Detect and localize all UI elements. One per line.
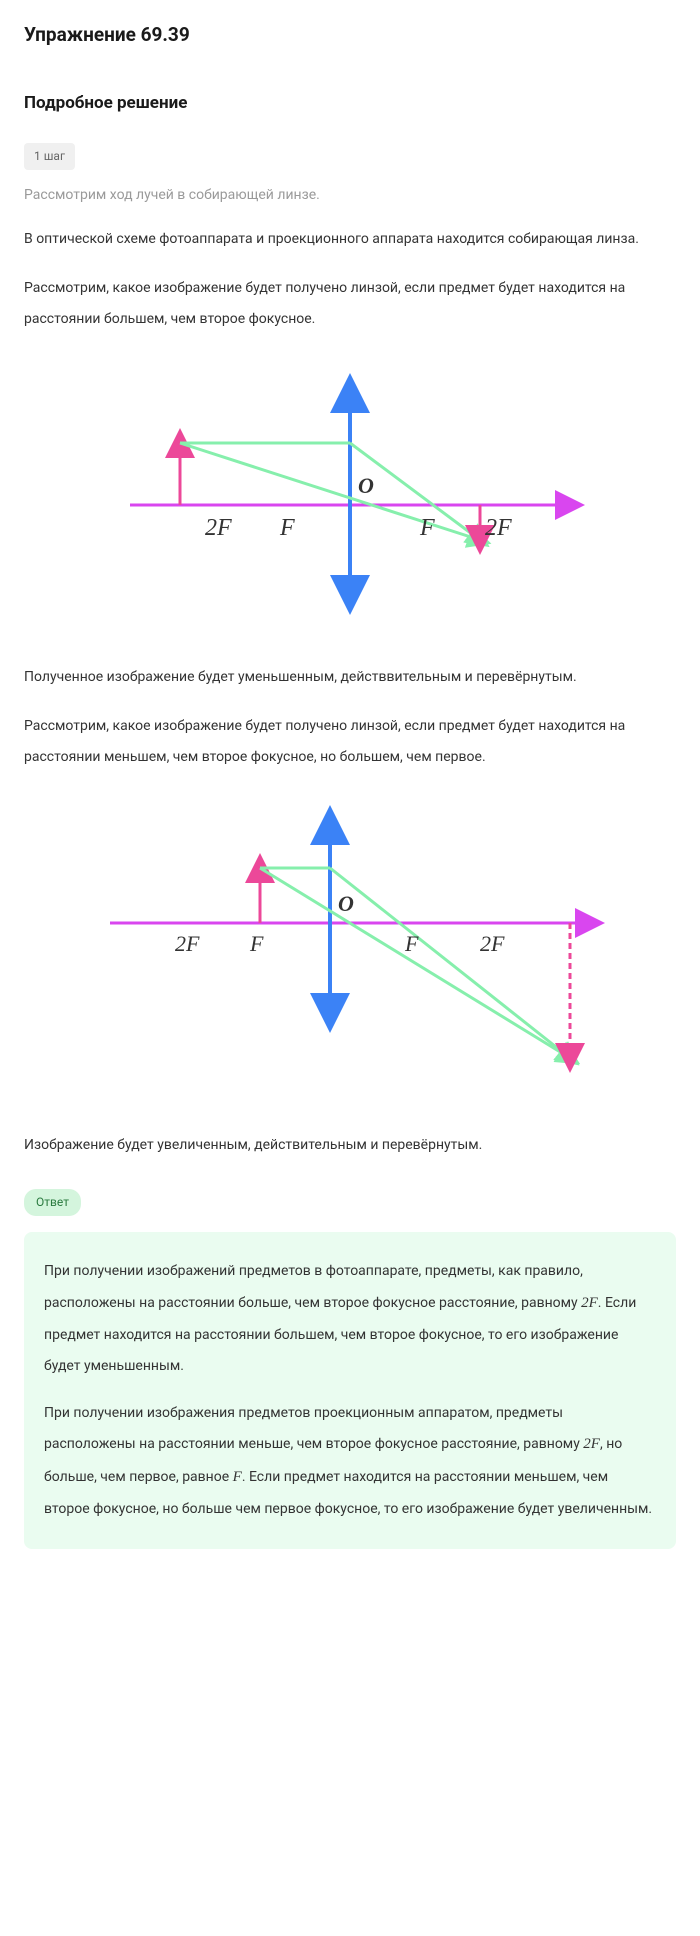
svg-text:2F: 2F — [485, 515, 512, 541]
answer-box: При получении изображений предметов в фо… — [24, 1232, 676, 1549]
text: При получении изображений предметов в фо… — [44, 1263, 583, 1311]
answer-badge: Ответ — [24, 1189, 81, 1216]
svg-text:F: F — [419, 515, 435, 541]
math: F — [233, 1469, 242, 1485]
step-badge: 1 шаг — [24, 143, 75, 170]
svg-text:2F: 2F — [175, 931, 200, 956]
math: 2F — [581, 1295, 598, 1311]
math: 2F — [583, 1436, 600, 1452]
svg-text:F: F — [249, 931, 264, 956]
section-title: Подробное решение — [24, 90, 676, 117]
diagram-2: O 2F F F 2F — [24, 803, 676, 1091]
exercise-title: Упражнение 69.39 — [24, 20, 676, 50]
paragraph: Полученное изображение будет уменьшенным… — [24, 662, 676, 693]
answer-paragraph-1: При получении изображений предметов в фо… — [44, 1256, 656, 1381]
diagram-1: O 2F F F 2F — [24, 365, 676, 623]
svg-text:2F: 2F — [480, 931, 505, 956]
svg-text:2F: 2F — [205, 515, 232, 541]
paragraph: Рассмотрим, какое изображение будет полу… — [24, 273, 676, 335]
paragraph: Рассмотрим, какое изображение будет полу… — [24, 711, 676, 773]
answer-paragraph-2: При получении изображения предметов прое… — [44, 1398, 656, 1526]
paragraph: Изображение будет увеличенным, действите… — [24, 1130, 676, 1161]
paragraph: В оптической схеме фотоаппарата и проекц… — [24, 224, 676, 255]
svg-text:F: F — [404, 931, 419, 956]
text: При получении изображения предметов прое… — [44, 1405, 583, 1453]
svg-text:O: O — [338, 891, 354, 916]
svg-text:O: O — [358, 473, 374, 498]
step-description: Рассмотрим ход лучей в собирающей линзе. — [24, 184, 676, 206]
svg-text:F: F — [279, 515, 295, 541]
